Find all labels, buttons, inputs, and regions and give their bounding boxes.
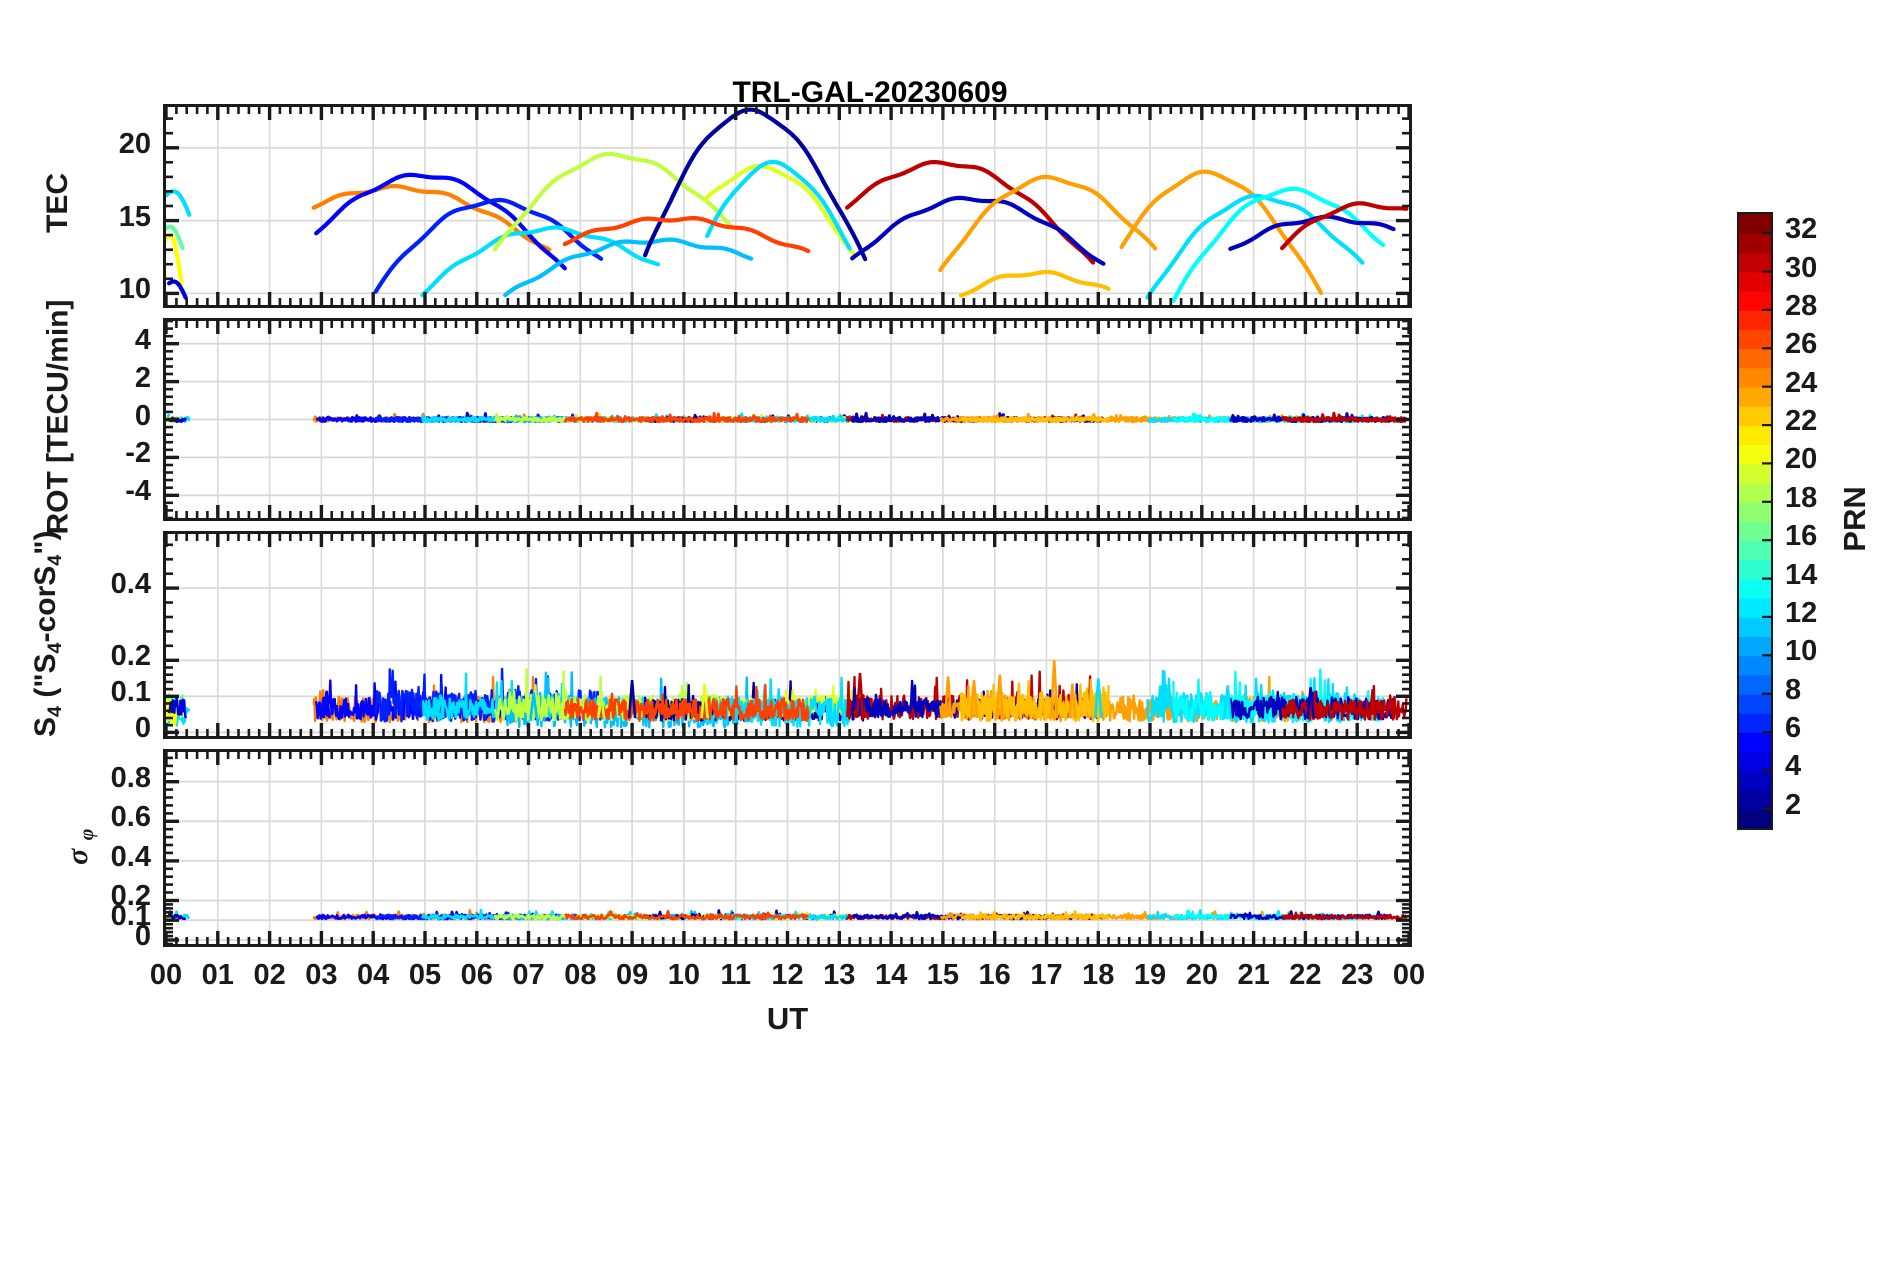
x-tick-label: 12: [771, 959, 804, 991]
s4-ytick-label: 0.1: [110, 676, 151, 709]
x-tick-label: 00: [149, 959, 183, 991]
panel-tec: [163, 104, 1412, 308]
colorbar-tick-label: 18: [1785, 481, 1818, 514]
x-tick-label: 23: [1341, 959, 1374, 991]
sigmaphi-axis-label: σ φ: [61, 828, 98, 865]
rot-ytick-label: -2: [125, 437, 151, 470]
rot-ytick-label: 2: [134, 361, 151, 394]
colorbar-tick-label: 24: [1785, 366, 1818, 399]
x-tick-label: 07: [512, 959, 545, 991]
x-tick-label: 20: [1185, 959, 1218, 991]
x-tick-label: 06: [460, 959, 493, 991]
x-tick-label: 13: [823, 959, 856, 991]
x-tick-label: 00: [1392, 959, 1426, 991]
colorbar-tick-label: 26: [1785, 328, 1818, 361]
x-axis-label: UT: [766, 1001, 809, 1036]
x-tick-label: 02: [253, 959, 286, 991]
colorbar-tick-label: 4: [1785, 750, 1802, 783]
rot-ytick-label: 4: [134, 323, 151, 356]
figure-title: TRL-GAL-20230609: [732, 76, 1008, 109]
x-tick-label: 10: [667, 959, 701, 991]
colorbar-tick-label: 10: [1785, 635, 1818, 668]
x-tick-label: 16: [978, 959, 1011, 991]
x-tick-label: 17: [1030, 959, 1063, 991]
colorbar-tick-label: 14: [1785, 558, 1818, 591]
panel-s4: [163, 531, 1412, 739]
x-tick-label: 03: [305, 959, 338, 991]
colorbar-title: PRN: [1837, 486, 1872, 552]
colorbar-tick-label: 16: [1785, 520, 1818, 553]
x-tick-label: 09: [615, 959, 649, 991]
panel-rot: [163, 318, 1412, 521]
x-tick-label: 14: [874, 959, 908, 991]
colorbar-tick-label: 12: [1785, 596, 1818, 629]
x-tick-label: 18: [1082, 959, 1115, 991]
colorbar-tick-label: 22: [1785, 405, 1818, 438]
tec-ytick-label: 20: [118, 127, 151, 160]
x-tick-label: 19: [1133, 959, 1167, 991]
sp-ytick-label: 0.2: [110, 880, 151, 913]
tec-ytick-label: 10: [118, 273, 151, 306]
rot-ytick-label: -4: [125, 475, 151, 508]
colorbar-tick-label: 28: [1785, 289, 1818, 322]
colorbar-tick-label: 2: [1785, 788, 1802, 821]
x-tick-label: 01: [201, 959, 234, 991]
x-tick-label: 21: [1237, 959, 1270, 991]
x-tick-label: 08: [564, 959, 597, 991]
sp-ytick-label: 0.8: [110, 761, 151, 794]
x-tick-label: 11: [720, 959, 752, 991]
sp-ytick-label: 0: [134, 920, 151, 953]
colorbar: [1737, 212, 1773, 830]
colorbar-tick-label: 30: [1785, 251, 1818, 284]
s4-ytick-label: 0.2: [110, 640, 151, 673]
s4-ytick-label: 0.4: [110, 568, 151, 601]
x-tick-label: 05: [408, 959, 442, 991]
colorbar-tick-label: 20: [1785, 443, 1818, 476]
sp-ytick-label: 0.4: [110, 840, 151, 873]
colorbar-tick-label: 6: [1785, 712, 1802, 745]
colorbar-tick-label: 8: [1785, 673, 1802, 706]
colorbar-tick-label: 32: [1785, 213, 1818, 246]
rot-ytick-label: 0: [134, 399, 151, 432]
x-tick-label: 04: [357, 959, 390, 991]
s4-ytick-label: 0: [134, 712, 151, 745]
sp-ytick-label: 0.1: [110, 900, 151, 933]
panel-sigmaphi: [163, 749, 1412, 947]
sp-ytick-label: 0.6: [110, 801, 151, 834]
x-tick-label: 22: [1289, 959, 1322, 991]
tec-ytick-label: 15: [118, 200, 151, 233]
x-tick-label: 15: [926, 959, 959, 991]
